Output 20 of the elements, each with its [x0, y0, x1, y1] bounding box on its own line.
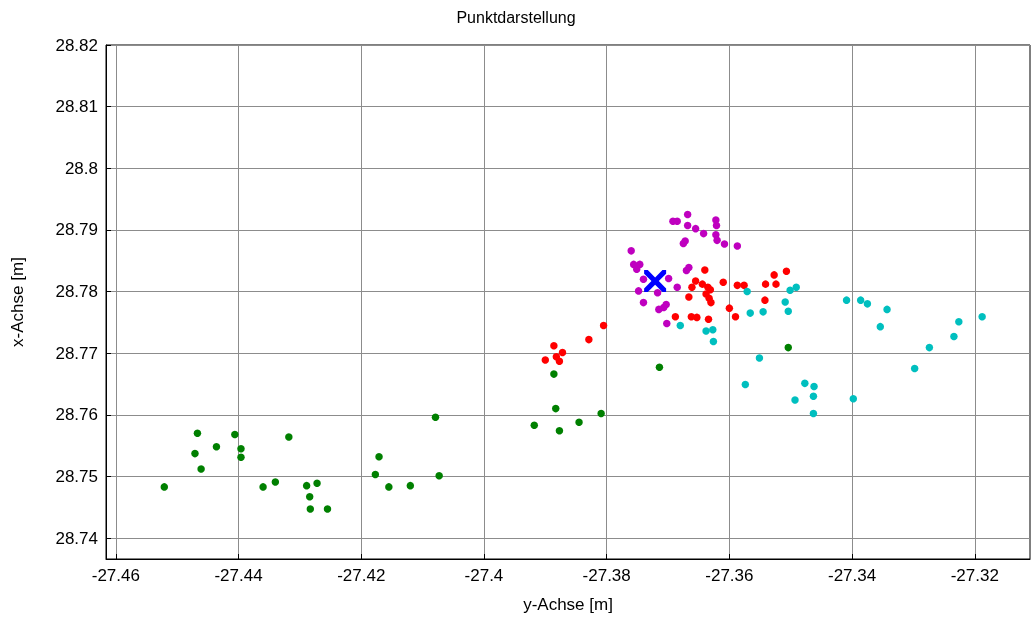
- y-tick-label: 28.82: [55, 35, 98, 55]
- x-tick-label: -27.46: [91, 566, 140, 585]
- x-tick-label: -27.32: [950, 566, 999, 585]
- x-tick-label: -27.38: [582, 566, 631, 585]
- y-tick-label: 28.76: [55, 405, 98, 425]
- y-tick-label: 28.74: [55, 528, 98, 548]
- x-tick-label: -27.4: [464, 566, 504, 585]
- chart-title: Punktdarstellung: [456, 8, 576, 26]
- x-tick-label: -27.36: [705, 566, 754, 585]
- x-tick-label: -27.42: [337, 566, 386, 585]
- x-axis-title: y-Achse [m]: [523, 595, 613, 614]
- y-tick-label: 28.75: [55, 466, 98, 486]
- x-tick-label: -27.44: [214, 566, 263, 585]
- y-tick-label: 28.81: [55, 97, 98, 117]
- y-tick-label: 28.77: [55, 343, 98, 363]
- y-axis-title: x-Achse [m]: [8, 257, 27, 347]
- x-tick-label: -27.34: [827, 566, 877, 585]
- y-tick-label: 28.79: [55, 220, 98, 240]
- y-tick-label: 28.8: [64, 158, 98, 178]
- y-tick-label: 28.78: [55, 282, 98, 302]
